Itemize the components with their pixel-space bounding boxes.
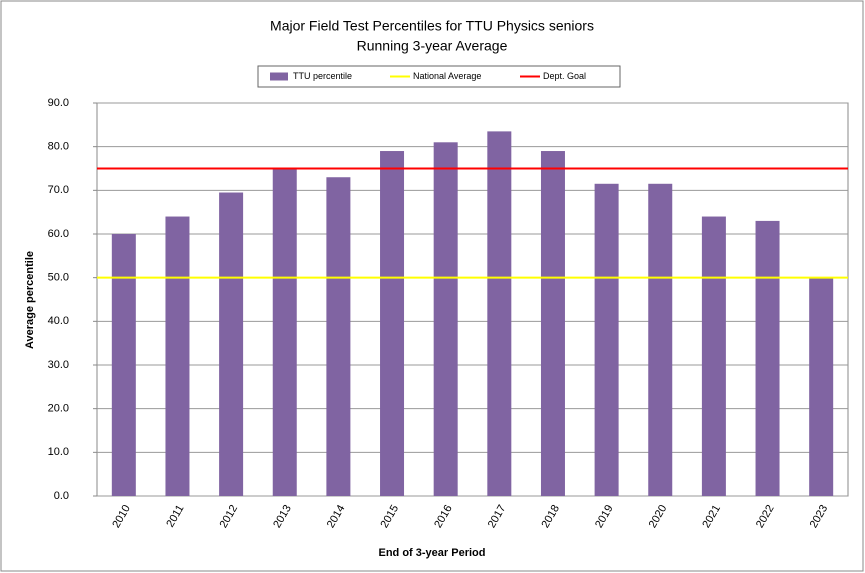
legend-label: National Average [413,71,481,81]
bar [219,192,244,496]
y-tick-label: 80.0 [48,141,69,153]
y-axis-title: Average percentile [24,251,36,349]
y-tick-label: 0.0 [54,490,69,502]
bar [648,183,673,497]
bar [326,177,351,496]
legend-label: Dept. Goal [543,71,586,81]
bar [433,142,458,497]
bar [594,183,619,497]
bar [487,131,512,496]
chart-subtitle: Running 3-year Average [357,38,508,54]
bar [165,216,190,497]
legend-box [257,65,621,88]
bar [380,151,405,497]
bar [755,220,780,496]
y-tick-label: 40.0 [48,315,69,327]
legend-label: TTU percentile [293,71,352,81]
y-tick-label: 10.0 [48,446,69,458]
y-tick-label: 30.0 [48,359,69,371]
legend-swatch [270,72,288,81]
y-tick-label: 50.0 [48,272,69,284]
bar [272,168,297,496]
bar [701,216,726,497]
y-tick-label: 90.0 [48,97,69,109]
y-tick-label: 60.0 [48,228,69,240]
y-tick-label: 70.0 [48,184,69,196]
chart-title: Major Field Test Percentiles for TTU Phy… [270,18,594,34]
bar [809,277,834,496]
bar [540,151,565,497]
x-axis-title: End of 3-year Period [379,547,486,559]
y-tick-label: 20.0 [48,403,69,415]
plot-area [96,102,849,497]
bar [111,234,136,496]
